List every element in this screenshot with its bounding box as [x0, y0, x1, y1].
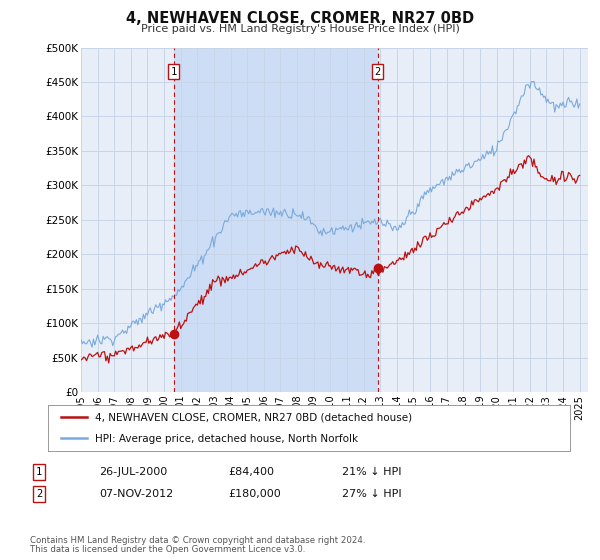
Text: 4, NEWHAVEN CLOSE, CROMER, NR27 0BD (detached house): 4, NEWHAVEN CLOSE, CROMER, NR27 0BD (det…	[95, 413, 412, 423]
Text: Price paid vs. HM Land Registry's House Price Index (HPI): Price paid vs. HM Land Registry's House …	[140, 24, 460, 34]
Text: 1: 1	[170, 67, 177, 77]
Text: 4, NEWHAVEN CLOSE, CROMER, NR27 0BD: 4, NEWHAVEN CLOSE, CROMER, NR27 0BD	[126, 11, 474, 26]
Text: 27% ↓ HPI: 27% ↓ HPI	[342, 489, 401, 499]
Text: 2: 2	[36, 489, 42, 499]
Text: This data is licensed under the Open Government Licence v3.0.: This data is licensed under the Open Gov…	[30, 545, 305, 554]
Text: 1: 1	[36, 467, 42, 477]
Text: 2: 2	[374, 67, 381, 77]
Text: 21% ↓ HPI: 21% ↓ HPI	[342, 467, 401, 477]
Bar	[173, 48, 378, 392]
Text: HPI: Average price, detached house, North Norfolk: HPI: Average price, detached house, Nort…	[95, 434, 358, 444]
Text: 26-JUL-2000: 26-JUL-2000	[99, 467, 167, 477]
Text: 07-NOV-2012: 07-NOV-2012	[99, 489, 173, 499]
Text: Contains HM Land Registry data © Crown copyright and database right 2024.: Contains HM Land Registry data © Crown c…	[30, 536, 365, 545]
Text: £180,000: £180,000	[228, 489, 281, 499]
Text: £84,400: £84,400	[228, 467, 274, 477]
